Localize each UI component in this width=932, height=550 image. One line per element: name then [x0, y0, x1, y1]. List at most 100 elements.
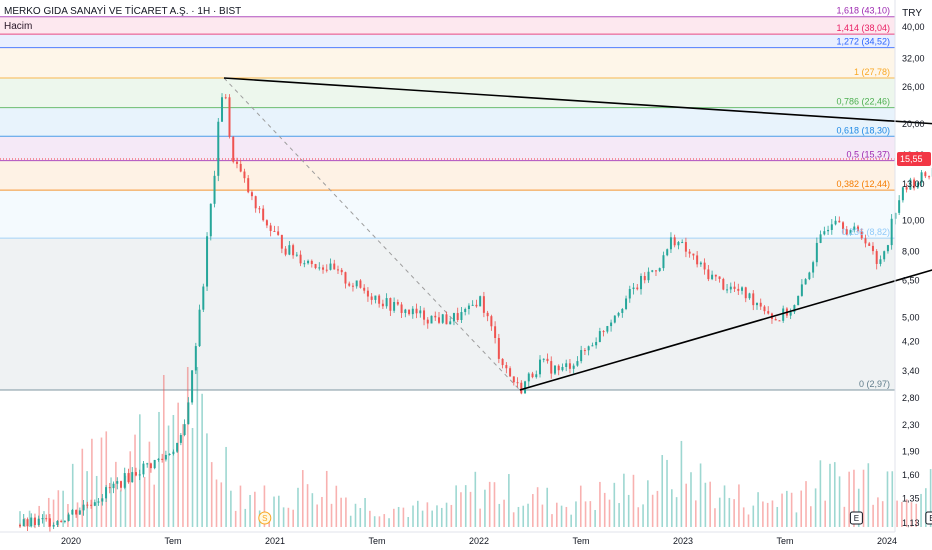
- candle-body: [815, 242, 818, 263]
- candle-body: [45, 518, 48, 520]
- y-tick-label: 4,20: [902, 337, 920, 347]
- candle-body: [714, 274, 717, 277]
- volume-bar: [369, 510, 371, 527]
- candle-body: [265, 220, 268, 226]
- volume-bar: [364, 498, 366, 527]
- candle-body: [400, 304, 403, 313]
- candle-body: [819, 234, 822, 243]
- fib-band: [0, 238, 895, 390]
- candle-body: [60, 520, 63, 522]
- candle-body: [886, 245, 889, 252]
- volume-bar: [891, 471, 894, 527]
- volume-bar: [110, 477, 112, 527]
- volume-bar: [766, 502, 769, 527]
- volume-bar: [153, 484, 155, 527]
- candle-body: [542, 358, 545, 360]
- x-tick-label: Tem: [164, 536, 181, 546]
- candle-body: [711, 274, 714, 280]
- volume-bar: [800, 490, 803, 527]
- volume-bar: [172, 415, 175, 527]
- volume-bar: [282, 507, 285, 527]
- volume-bar: [182, 424, 184, 527]
- last-price-label: 15,55: [900, 154, 923, 164]
- volume-bar: [929, 469, 932, 527]
- candle-body: [393, 302, 396, 311]
- volume-bar: [450, 504, 453, 527]
- volume-bar: [354, 503, 357, 527]
- volume-bar: [278, 495, 280, 527]
- y-tick-label: 13,00: [902, 179, 925, 189]
- volume-bar: [532, 494, 534, 527]
- candle-body: [782, 308, 785, 321]
- fib-label-9: 0 (2,97): [859, 379, 890, 389]
- volume-bar: [436, 505, 438, 527]
- volume-bar: [43, 511, 45, 527]
- candle-body: [598, 331, 601, 342]
- candle-body: [26, 519, 29, 527]
- volume-bar: [57, 490, 60, 527]
- candle-body: [778, 320, 781, 322]
- candle-body: [67, 514, 70, 521]
- candle-body: [213, 175, 216, 204]
- candle-body: [434, 315, 437, 318]
- candle-body: [482, 296, 485, 313]
- event-label: S: [262, 514, 267, 523]
- candle-body: [325, 269, 328, 271]
- candle-body: [239, 163, 242, 172]
- y-tick-label: 40,00: [902, 22, 925, 32]
- candle-body: [22, 519, 25, 527]
- candle-body: [419, 310, 422, 314]
- volume-bar: [522, 505, 525, 527]
- candle-body: [789, 312, 792, 316]
- x-tick-label: 2020: [61, 536, 81, 546]
- candle-body: [138, 474, 141, 476]
- candle-body: [568, 363, 571, 369]
- candle-body: [344, 272, 347, 284]
- candle-body: [804, 279, 807, 285]
- volume-bar: [776, 506, 779, 527]
- candle-body: [254, 196, 257, 209]
- volume-bar: [201, 393, 203, 527]
- candle-body: [456, 313, 459, 321]
- volume-bar: [685, 483, 687, 527]
- volume-bar: [47, 497, 50, 527]
- split-marker: [258, 511, 272, 525]
- candle-body: [235, 161, 238, 164]
- volume-bar: [536, 487, 539, 527]
- volume-bar: [565, 506, 568, 527]
- volume-bar: [330, 503, 333, 527]
- volume-bar: [321, 496, 323, 527]
- candle-body: [625, 298, 628, 310]
- volume-bar: [440, 507, 443, 527]
- volume-bar: [661, 455, 664, 527]
- candle-body: [916, 182, 919, 188]
- volume-bar: [814, 488, 817, 527]
- candle-body: [161, 458, 164, 460]
- candle-body: [408, 309, 411, 315]
- volume-bar: [220, 482, 223, 527]
- candle-body: [243, 171, 246, 179]
- candle-body: [576, 361, 579, 366]
- volume-bar: [781, 493, 783, 527]
- candle-body: [565, 363, 568, 367]
- y-tick-label: 2,80: [902, 393, 920, 403]
- candle-body: [194, 346, 197, 371]
- candle-body: [755, 302, 758, 306]
- candle-body: [860, 230, 863, 239]
- candle-body: [606, 326, 609, 332]
- candle-body: [348, 283, 351, 286]
- volume-bar: [196, 367, 199, 527]
- candle-body: [202, 286, 205, 310]
- candle-body: [284, 248, 287, 255]
- candle-body: [864, 238, 867, 244]
- candle-body: [842, 222, 845, 230]
- candle-body: [793, 305, 796, 313]
- candle-body: [920, 172, 923, 183]
- y-tick-label: 20,00: [902, 119, 925, 129]
- candle-body: [415, 308, 418, 314]
- candle-body: [744, 287, 747, 299]
- volume-bar: [771, 500, 774, 527]
- volume-indicator-label[interactable]: Hacim: [4, 21, 32, 32]
- candle-body: [153, 459, 156, 469]
